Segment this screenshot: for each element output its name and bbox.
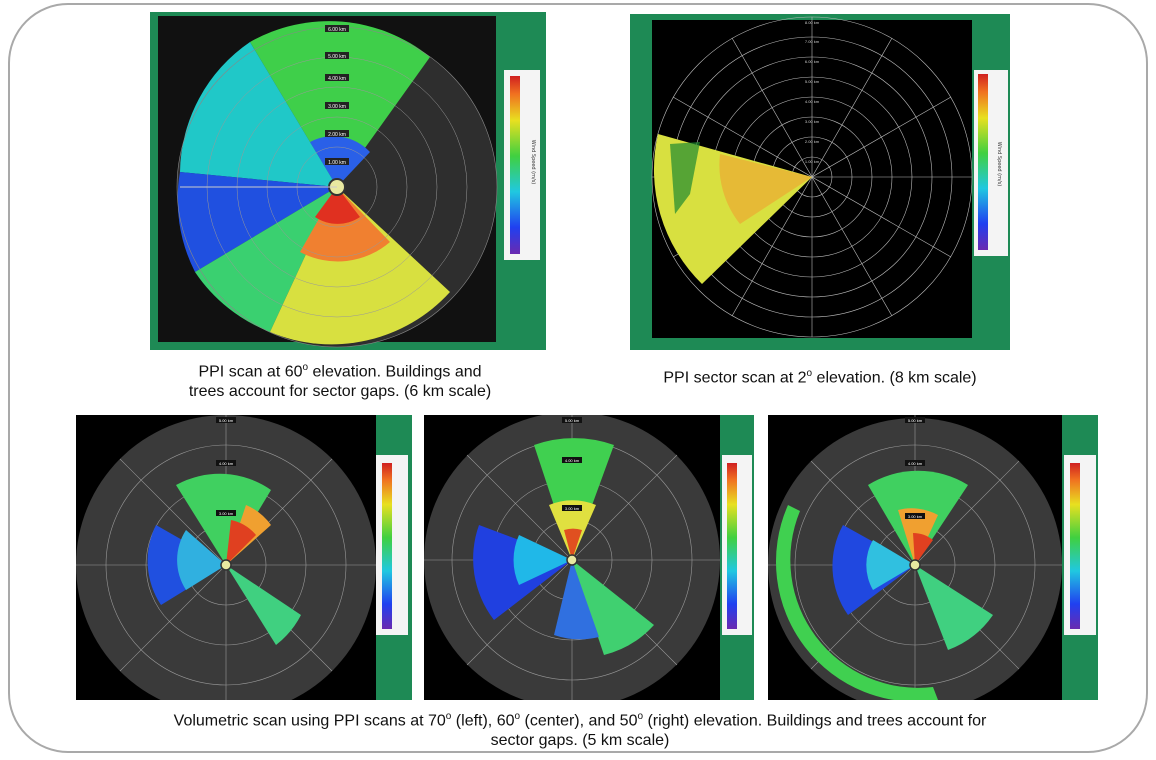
colorbar <box>382 463 392 629</box>
svg-text:5.00 km: 5.00 km <box>565 418 580 423</box>
volumetric-70deg-panel: 5.00 km 4.00 km 3.00 km <box>76 415 412 700</box>
range-label-1km: 1.00 km <box>328 160 346 166</box>
wedge-cyan-west <box>866 540 915 590</box>
wedge-green-southeast <box>915 565 993 650</box>
wedge-green-north <box>176 473 271 565</box>
range-label-5km: 5.00 km <box>328 54 346 60</box>
wedge-green-southeast <box>226 565 301 645</box>
wedge-cyan-west <box>513 535 572 585</box>
top-left-caption: PPI scan at 60o elevation. Buildings and… <box>188 362 492 401</box>
green-arc-band <box>775 505 938 700</box>
wedge-red-north <box>913 533 933 565</box>
svg-text:3.00 km: 3.00 km <box>565 506 580 511</box>
svg-text:2.00 km: 2.00 km <box>805 139 820 144</box>
sector-scan-orange-patch <box>719 154 812 224</box>
bottom-caption: Volumetric scan using PPI scans at 70o (… <box>173 711 987 750</box>
colorbar <box>978 74 988 250</box>
ppi-scan-60deg-panel: 6.00 km 5.00 km 4.00 km 3.00 km 2.00 km … <box>150 12 546 350</box>
range-label-6km: 6.00 km <box>328 27 346 33</box>
wedge-green-north <box>534 438 614 560</box>
top-right-caption: PPI sector scan at 2o elevation. (8 km s… <box>663 368 977 387</box>
range-label-3km: 3.00 km <box>328 104 346 110</box>
wedge-cyan-west <box>177 530 226 590</box>
sector-blue-southwest <box>177 172 337 272</box>
colorbar <box>1070 463 1080 629</box>
sector-yellow-south <box>270 187 450 345</box>
range-label-4km: 4.00 km <box>328 76 346 82</box>
sector-orange-core <box>300 187 390 262</box>
wedge-blue-south <box>554 560 599 640</box>
colorbar <box>510 76 520 254</box>
svg-text:3.00 km: 3.00 km <box>908 514 923 519</box>
volumetric-50deg-panel: 5.00 km 4.00 km 3.00 km <box>768 415 1098 700</box>
svg-text:4.00 km: 4.00 km <box>908 461 923 466</box>
range-label-2km: 2.00 km <box>328 132 346 138</box>
sector-green-south <box>195 187 337 332</box>
svg-text:1.00 km: 1.00 km <box>805 159 820 164</box>
colorbar-title: Wind Speed (m/s) <box>996 142 1002 187</box>
svg-text:3.00 km: 3.00 km <box>219 511 234 516</box>
ppi-sector-scan-2deg-panel: 8.00 km 7.00 km 6.00 km 5.00 km 4.00 km … <box>630 14 1010 350</box>
colorbar <box>727 463 737 629</box>
sector-scan-green-edge <box>670 142 700 214</box>
svg-text:8.00 km: 8.00 km <box>805 20 820 25</box>
svg-text:6.00 km: 6.00 km <box>805 59 820 64</box>
sector-red-core <box>315 187 360 224</box>
range-labels: 6.00 km 5.00 km 4.00 km 3.00 km 2.00 km … <box>325 25 349 166</box>
svg-text:3.00 km: 3.00 km <box>805 119 820 124</box>
range-labels: 8.00 km 7.00 km 6.00 km 5.00 km 4.00 km … <box>805 20 820 164</box>
wedge-green-southeast <box>572 560 654 655</box>
wedge-red-north <box>564 528 582 560</box>
ppi-60deg-disk <box>176 21 498 348</box>
svg-text:5.00 km: 5.00 km <box>805 79 820 84</box>
colorbar-title: Wind Speed (m/s) <box>530 140 536 185</box>
volumetric-60deg-panel: 5.00 km 4.00 km 3.00 km <box>424 415 754 700</box>
svg-text:7.00 km: 7.00 km <box>805 39 820 44</box>
wedge-red <box>226 520 256 565</box>
svg-text:4.00 km: 4.00 km <box>805 99 820 104</box>
svg-text:4.00 km: 4.00 km <box>565 458 580 463</box>
svg-text:4.00 km: 4.00 km <box>219 461 234 466</box>
svg-text:5.00 km: 5.00 km <box>219 418 234 423</box>
svg-text:5.00 km: 5.00 km <box>908 418 923 423</box>
